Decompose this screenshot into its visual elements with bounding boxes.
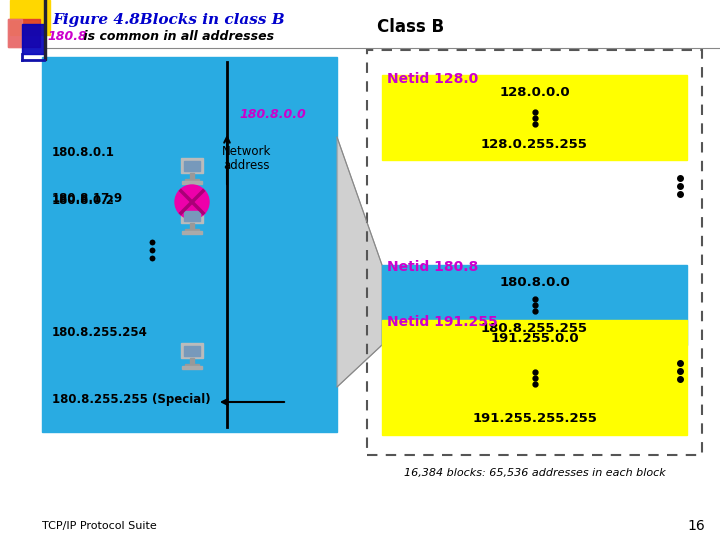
Text: 128.0.0.0: 128.0.0.0 (499, 86, 570, 99)
Bar (44, 0, 46, 60)
Bar (184, 161, 199, 171)
Bar (181, 343, 203, 359)
Bar (8, 19, 40, 47)
Text: 16: 16 (688, 519, 705, 533)
Text: 191.255.0.0: 191.255.0.0 (490, 332, 579, 345)
Text: Netid 180.8: Netid 180.8 (387, 260, 478, 274)
Bar (185, 179, 199, 181)
Circle shape (175, 185, 209, 219)
Text: Netid 128.0: Netid 128.0 (387, 72, 478, 86)
Text: 180.8: 180.8 (47, 30, 86, 43)
Text: 180.8.0.2: 180.8.0.2 (52, 193, 115, 206)
Bar (190, 357, 194, 364)
Text: Network: Network (222, 145, 271, 158)
Polygon shape (337, 137, 382, 387)
Bar (182, 231, 202, 234)
Text: 180.8.255.255: 180.8.255.255 (481, 322, 588, 335)
Bar (185, 229, 199, 231)
Bar (10, 0, 50, 35)
Text: 128.0.255.255: 128.0.255.255 (481, 138, 588, 151)
Bar (8, 19, 22, 47)
Text: Figure 4.8: Figure 4.8 (52, 13, 140, 27)
Bar (190, 173, 194, 180)
Text: 16,384 blocks: 65,536 addresses in each block: 16,384 blocks: 65,536 addresses in each … (404, 468, 665, 478)
Bar (382, 265, 687, 345)
Text: 180.8.17.9: 180.8.17.9 (52, 192, 123, 206)
Text: 180.8.0.0: 180.8.0.0 (499, 276, 570, 289)
Bar (181, 158, 203, 173)
Text: TCP/IP Protocol Suite: TCP/IP Protocol Suite (42, 521, 157, 531)
Text: 180.8.255.255 (Special): 180.8.255.255 (Special) (52, 394, 211, 407)
Bar (182, 366, 202, 369)
Bar (22, 24, 44, 54)
Bar (190, 222, 194, 230)
Text: 180.8.0.0: 180.8.0.0 (239, 109, 306, 122)
Text: Class B: Class B (377, 18, 444, 36)
Text: Blocks in class B: Blocks in class B (124, 13, 284, 27)
Text: is common in all addresses: is common in all addresses (79, 30, 274, 43)
Bar (184, 211, 199, 221)
Bar (184, 346, 199, 356)
Text: Netid 191.255: Netid 191.255 (387, 315, 498, 329)
Bar (382, 320, 687, 435)
Text: address: address (224, 159, 270, 172)
Text: 180.8.0.1: 180.8.0.1 (52, 145, 115, 159)
Text: 191.255.255.255: 191.255.255.255 (472, 413, 597, 426)
Bar (382, 75, 687, 160)
Bar (181, 208, 203, 224)
Bar (185, 364, 199, 366)
Bar (182, 181, 202, 184)
Bar (42, 57, 337, 432)
Text: 180.8.255.254: 180.8.255.254 (52, 326, 148, 339)
